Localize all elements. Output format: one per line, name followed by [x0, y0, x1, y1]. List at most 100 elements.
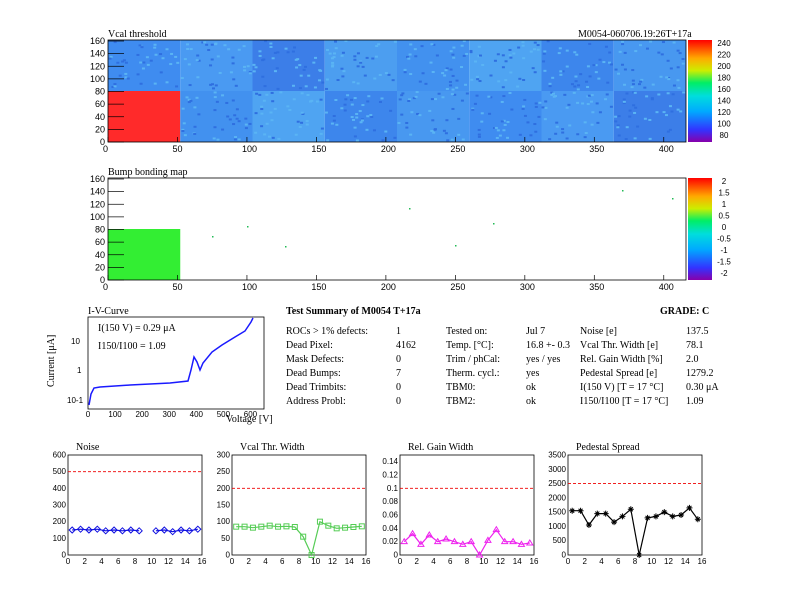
pixel-speckle: [457, 133, 461, 136]
pixel-speckle: [634, 50, 638, 53]
pixel-speckle: [231, 56, 235, 59]
x-tick-label: 0: [103, 144, 108, 154]
pixel-speckle: [342, 70, 346, 73]
pixel-speckle: [590, 123, 594, 126]
summary-title: Test Summary of M0054 T+17a: [286, 306, 421, 317]
pixel-speckle: [408, 98, 412, 101]
pixel-speckle: [146, 63, 150, 66]
pixel-speckle: [559, 70, 563, 73]
summary-value: yes: [526, 368, 539, 379]
pixel-speckle: [359, 121, 363, 124]
pixel-speckle: [254, 131, 258, 134]
threshold-map-x-ticks: 0 50 100 150 200 250 300 350 400: [103, 137, 674, 154]
pixel-speckle: [174, 55, 178, 58]
pixel-speckle: [449, 50, 453, 53]
pixel-speckle: [263, 85, 267, 88]
pixel-speckle: [260, 108, 264, 111]
pixel-speckle: [276, 51, 280, 54]
pixel-speckle: [359, 60, 363, 63]
summary-table: ROCs > 1% defects: 1 Dead Pixel: 4162 Mask D…: [286, 326, 719, 407]
pixel-speckle: [500, 120, 504, 123]
dead-bump-dot: [247, 226, 249, 228]
pixel-speckle: [284, 47, 288, 50]
pixel-speckle: [449, 84, 453, 87]
x-tick-label: 16: [198, 557, 207, 566]
pixel-speckle: [373, 77, 377, 80]
pixel-speckle: [588, 75, 592, 78]
pixel-speckle: [409, 73, 413, 76]
pixel-speckle: [400, 113, 404, 116]
pixel-speckle: [210, 43, 214, 46]
pixel-speckle: [270, 91, 274, 94]
pixel-speckle: [534, 105, 538, 108]
pixel-speckle: [551, 92, 555, 95]
pixel-speckle: [521, 41, 525, 44]
pixel-speckle: [301, 112, 305, 115]
pixel-speckle: [270, 119, 274, 122]
colorbar-label: 0.5: [718, 212, 730, 221]
pixel-speckle: [433, 128, 437, 131]
pixel-speckle: [356, 82, 360, 85]
y-tick-label: 50: [221, 534, 230, 543]
pixel-speckle: [679, 110, 683, 113]
iv-x-tick-label: 400: [190, 410, 204, 419]
y-tick-label: 0.08: [382, 497, 398, 506]
y-tick-label: 0: [62, 551, 67, 560]
pixel-speckle: [623, 51, 627, 54]
dead-bump-dot: [212, 236, 214, 238]
pixel-speckle: [212, 137, 216, 140]
pixel-speckle: [378, 73, 382, 76]
pixel-speckle: [183, 58, 187, 61]
pixel-speckle: [476, 75, 480, 78]
pixel-speckle: [431, 119, 435, 122]
x-tick-label: 0: [230, 557, 235, 566]
pixel-speckle: [181, 129, 185, 132]
pixel-speckle: [344, 40, 348, 43]
pixel-speckle: [124, 72, 128, 75]
pixel-speckle: [430, 129, 434, 132]
x-tick-label: 4: [599, 557, 604, 566]
pixel-speckle: [315, 100, 319, 103]
pixel-speckle: [502, 119, 506, 122]
pixel-speckle: [353, 58, 357, 61]
x-tick-label: 2: [83, 557, 88, 566]
threshold-colorbar: [688, 40, 712, 142]
pixel-speckle: [193, 106, 197, 109]
pixel-speckle: [398, 98, 402, 101]
pixel-speckle: [470, 78, 474, 81]
pixel-speckle: [207, 49, 211, 52]
data-point: [194, 525, 202, 533]
pixel-speckle: [430, 98, 434, 101]
pixel-speckle: [576, 133, 580, 136]
pixel-speckle: [643, 117, 647, 120]
bump-map-frame: [107, 177, 687, 281]
pixel-speckle: [228, 118, 232, 121]
pixel-speckle: [340, 107, 344, 110]
pixel-speckle: [665, 76, 669, 79]
summary-value: 7: [396, 368, 401, 379]
pixel-speckle: [523, 114, 527, 117]
iv-ytick-0.1: 10-1: [67, 396, 84, 405]
pixel-speckle: [360, 119, 364, 122]
summary-label: Noise [e]: [580, 326, 617, 337]
small-chart: Noise 0 2 4 6 8 10 12 14 16 0 100 200 300 400 500 600: [53, 442, 207, 566]
pixel-speckle: [453, 93, 457, 96]
pixel-speckle: [565, 65, 569, 68]
x-tick-label: 300: [520, 282, 535, 292]
pixel-speckle: [353, 126, 357, 129]
pixel-speckle: [213, 91, 217, 94]
colorbar-label: 120: [717, 108, 731, 117]
pixel-speckle: [631, 69, 635, 72]
data-point: [241, 523, 248, 530]
pixel-speckle: [300, 92, 304, 95]
pixel-speckle: [370, 115, 374, 118]
roc-tile: [252, 40, 325, 91]
pixel-speckle: [216, 55, 220, 58]
roc-tile: [108, 40, 181, 91]
pixel-speckle: [506, 120, 510, 123]
pixel-speckle: [596, 121, 600, 124]
pixel-speckle: [624, 137, 628, 140]
pixel-speckle: [187, 101, 191, 104]
summary-label: I(150 V) [T = 17 °C]: [580, 382, 663, 393]
y-tick-label: 100: [90, 212, 105, 222]
